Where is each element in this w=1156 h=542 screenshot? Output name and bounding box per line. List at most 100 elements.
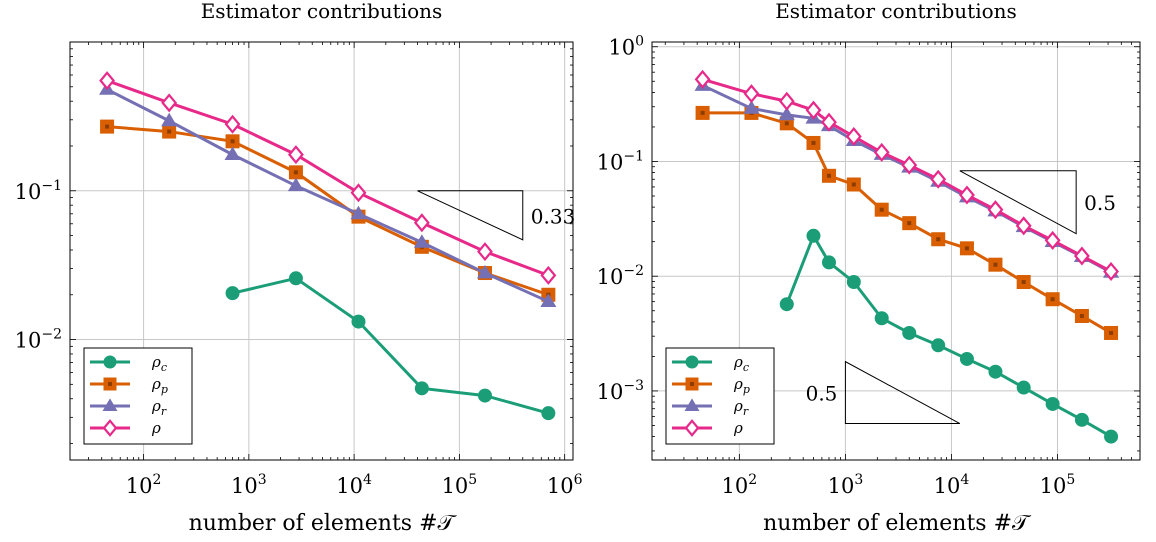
legend-subscript: p xyxy=(743,383,750,396)
data-point-center xyxy=(293,170,298,175)
legend-marker xyxy=(102,419,118,437)
legend-label: ρc xyxy=(733,353,749,374)
x-tick-label: 103 xyxy=(828,472,864,498)
tick-exponent: −1 xyxy=(623,148,644,164)
data-point xyxy=(931,232,946,247)
data-point-center xyxy=(105,124,110,129)
legend-label: ρr xyxy=(733,397,749,418)
legend-label: ρp xyxy=(733,375,750,396)
data-point-center xyxy=(230,139,235,144)
data-point xyxy=(821,255,836,270)
series-p xyxy=(695,105,1119,340)
data-point xyxy=(350,205,367,220)
data-point xyxy=(1104,429,1119,444)
legend-item: ρr xyxy=(672,397,749,418)
data-point xyxy=(845,127,862,147)
data-point xyxy=(224,114,241,134)
slope-triangle-shape xyxy=(844,360,961,425)
data-point xyxy=(778,91,795,111)
data-point xyxy=(225,286,240,301)
chart-panel-2: Estimator contributions number of element… xyxy=(597,0,1141,536)
data-point xyxy=(930,169,947,189)
data-point xyxy=(695,105,710,120)
data-point-center xyxy=(811,140,816,145)
series-line xyxy=(106,88,549,303)
tick-base: 10 xyxy=(608,36,635,60)
slope-triangle: 0.33 xyxy=(417,190,576,241)
data-point xyxy=(161,93,178,113)
legend-symbol: ρ xyxy=(733,353,743,371)
y-tick-label: 10−3 xyxy=(597,378,644,404)
tick-exponent: 2 xyxy=(748,472,757,488)
x-axis-label: number of elements #𝒯 xyxy=(763,511,1032,536)
tick-exponent: −3 xyxy=(623,378,644,394)
data-point xyxy=(413,213,430,233)
data-point xyxy=(1044,230,1061,250)
tick-base: 10 xyxy=(442,474,469,498)
legend-symbol: ρ xyxy=(733,419,743,437)
legend-marker xyxy=(103,355,117,369)
tick-base: 10 xyxy=(828,474,855,498)
tick-base: 10 xyxy=(126,474,153,498)
data-point xyxy=(1015,216,1032,236)
data-point xyxy=(806,228,821,243)
data-point xyxy=(1045,292,1060,307)
series-total xyxy=(99,71,557,285)
data-point xyxy=(540,265,557,285)
y-tick-label: 10−2 xyxy=(597,263,644,289)
legend-label: ρ xyxy=(151,419,161,437)
legend-marker xyxy=(684,398,700,411)
y-tick-label: 100 xyxy=(608,34,644,60)
y-tick-label: 10−1 xyxy=(597,148,644,174)
tick-exponent: 2 xyxy=(152,472,161,488)
data-point xyxy=(1074,412,1089,427)
tick-exponent: 3 xyxy=(854,472,863,488)
tick-base: 10 xyxy=(15,329,42,353)
data-point xyxy=(161,112,178,127)
legend-marker xyxy=(684,419,700,437)
data-point xyxy=(694,69,711,89)
tick-base: 10 xyxy=(1040,474,1067,498)
data-point xyxy=(902,216,917,231)
tick-base: 10 xyxy=(547,474,574,498)
legend-subscript: c xyxy=(743,361,749,374)
plot-area xyxy=(99,71,557,421)
data-point-center xyxy=(1109,330,1114,335)
legend-label: ρp xyxy=(151,375,168,396)
legend-item: ρp xyxy=(90,375,168,396)
legend-symbol: ρ xyxy=(733,375,743,393)
slope-triangle-shape xyxy=(959,170,1077,235)
data-point xyxy=(287,145,304,165)
tick-base: 10 xyxy=(597,150,624,174)
data-point xyxy=(821,168,836,183)
data-point xyxy=(287,177,304,192)
data-point xyxy=(931,338,946,353)
data-point-center xyxy=(993,262,998,267)
legend-label: ρc xyxy=(151,353,167,374)
data-point xyxy=(540,293,557,307)
data-point xyxy=(846,177,861,192)
x-tick-label: 102 xyxy=(722,472,758,498)
data-point xyxy=(1074,308,1089,323)
slope-triangle-label: 0.33 xyxy=(531,204,576,228)
tick-base: 10 xyxy=(597,265,624,289)
legend-item: ρc xyxy=(90,353,167,374)
data-point xyxy=(1045,396,1060,411)
series-c xyxy=(225,271,556,421)
slope-triangle: 0.5 xyxy=(806,360,961,425)
data-point xyxy=(541,406,556,421)
legend-item: ρp xyxy=(672,375,750,396)
x-tick-label: 106 xyxy=(547,472,583,498)
data-point xyxy=(988,364,1003,379)
slope-triangle-shape xyxy=(417,190,524,241)
legend-symbol: ρ xyxy=(151,419,161,437)
data-point xyxy=(778,106,795,121)
legend-subscript: r xyxy=(161,405,167,418)
x-tick-label: 105 xyxy=(442,472,478,498)
data-point xyxy=(1104,325,1119,340)
legend-symbol: ρ xyxy=(733,397,743,415)
y-tick-label: 10−1 xyxy=(15,178,62,204)
plot-frame xyxy=(651,41,1141,461)
x-tick-label: 104 xyxy=(934,472,970,498)
